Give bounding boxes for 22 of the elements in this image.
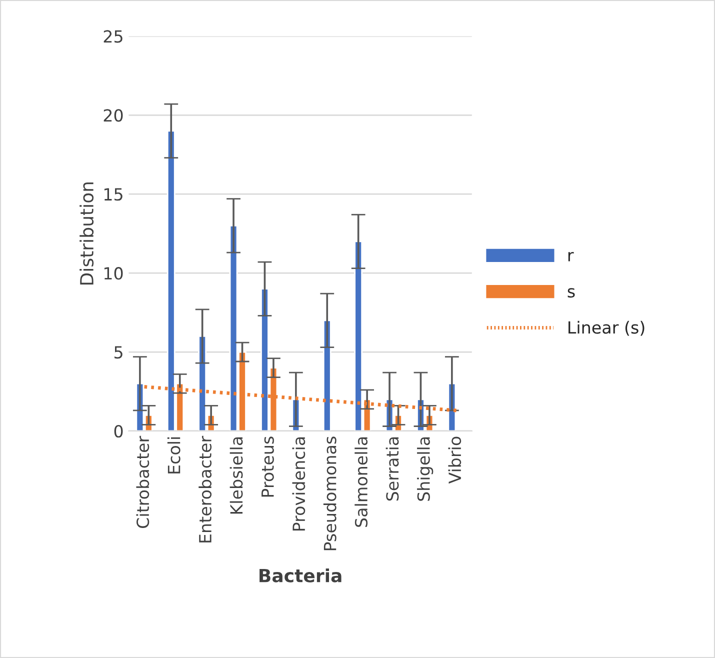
x-tick-label: Klebsiella [230,437,243,514]
x-tick-label: Citrobacter [136,436,150,528]
x-tick-label: Ecoli [167,437,180,474]
x-tick-label: Serratia [386,437,399,501]
x-tick-label: Providencia [292,437,306,531]
legend-label: r [568,252,574,262]
y-axis-title: Distribution [80,182,94,284]
x-tick-label: Proteus [262,436,274,497]
x-tick-label: Vibrio [448,436,462,484]
x-tick-label: Enterobacter [198,436,212,542]
x-tick-label: Salmonella [354,437,368,527]
y-tick-label: 15 [104,188,122,201]
x-tick-label: Pseudomonas [323,436,336,550]
y-tick-label: 25 [104,30,122,43]
legend-label: s [568,288,575,298]
legend-label: Linear (s) [568,320,644,336]
y-tick-label: 0 [114,424,123,438]
y-tick-label: 10 [104,267,123,280]
x-tick-label: Shigella [417,437,434,501]
y-tick-label: 5 [114,346,122,359]
x-axis-title: Bacteria [260,568,342,582]
y-tick-label: 20 [104,109,123,122]
